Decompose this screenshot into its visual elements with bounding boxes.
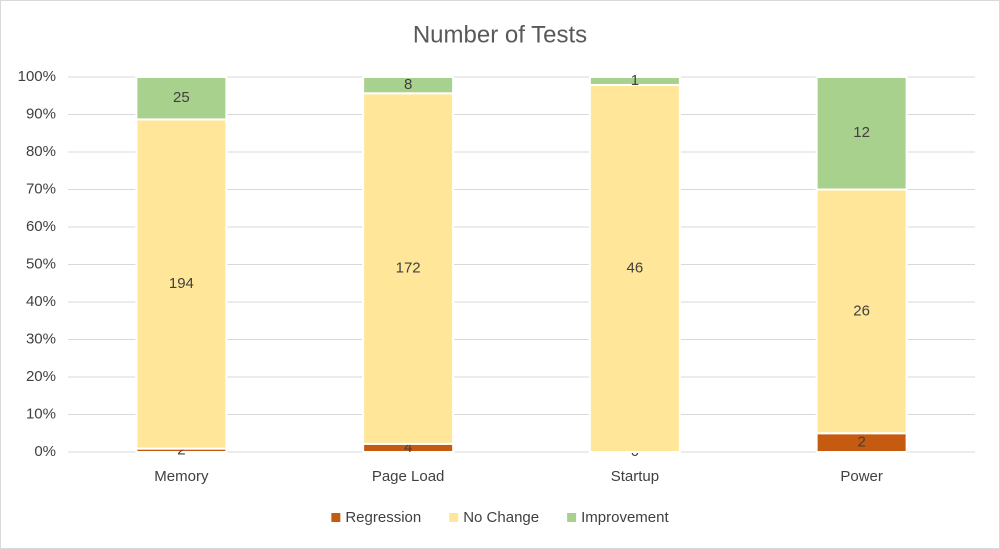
x-tick-label: Startup bbox=[611, 468, 659, 485]
y-tick-label: 40% bbox=[26, 293, 56, 310]
data-label: 25 bbox=[173, 89, 190, 106]
bar-segment bbox=[362, 76, 455, 95]
legend-label: Regression bbox=[345, 509, 421, 526]
legend-marker bbox=[449, 513, 459, 522]
legend-label: No Change bbox=[463, 509, 539, 526]
legend-marker bbox=[331, 513, 341, 522]
bar-segment bbox=[135, 118, 228, 450]
chart-title: Number of Tests bbox=[413, 21, 587, 48]
bar-segment bbox=[135, 76, 228, 121]
y-tick-label: 30% bbox=[26, 330, 56, 347]
y-tick-label: 10% bbox=[26, 405, 56, 422]
y-tick-label: 100% bbox=[18, 68, 56, 85]
data-label: 8 bbox=[404, 76, 412, 93]
legend-marker bbox=[567, 513, 577, 522]
data-label: 4 bbox=[404, 439, 412, 456]
y-tick-label: 60% bbox=[26, 218, 56, 235]
data-label: 2 bbox=[177, 441, 185, 458]
bar-segment bbox=[588, 83, 681, 453]
x-tick-label: Memory bbox=[154, 468, 209, 485]
y-tick-label: 20% bbox=[26, 368, 56, 385]
bar-segment bbox=[588, 76, 681, 86]
x-tick-label: Page Load bbox=[372, 468, 445, 485]
data-label: 194 bbox=[169, 275, 194, 292]
data-label: 172 bbox=[396, 260, 421, 277]
bar-segment bbox=[815, 76, 908, 191]
y-tick-label: 80% bbox=[26, 143, 56, 160]
y-tick-label: 90% bbox=[26, 105, 56, 122]
data-label: 1 bbox=[631, 72, 639, 89]
legend-label: Improvement bbox=[581, 509, 669, 526]
bar-segment bbox=[815, 188, 908, 435]
data-label: 26 bbox=[853, 302, 870, 319]
x-tick-label: Power bbox=[840, 468, 883, 485]
y-tick-label: 0% bbox=[34, 443, 56, 460]
data-label: 2 bbox=[857, 434, 865, 451]
data-label: 12 bbox=[853, 124, 870, 141]
bar-segment bbox=[362, 92, 455, 445]
data-label: 46 bbox=[627, 259, 644, 276]
y-tick-label: 50% bbox=[26, 255, 56, 272]
y-tick-label: 70% bbox=[26, 180, 56, 197]
